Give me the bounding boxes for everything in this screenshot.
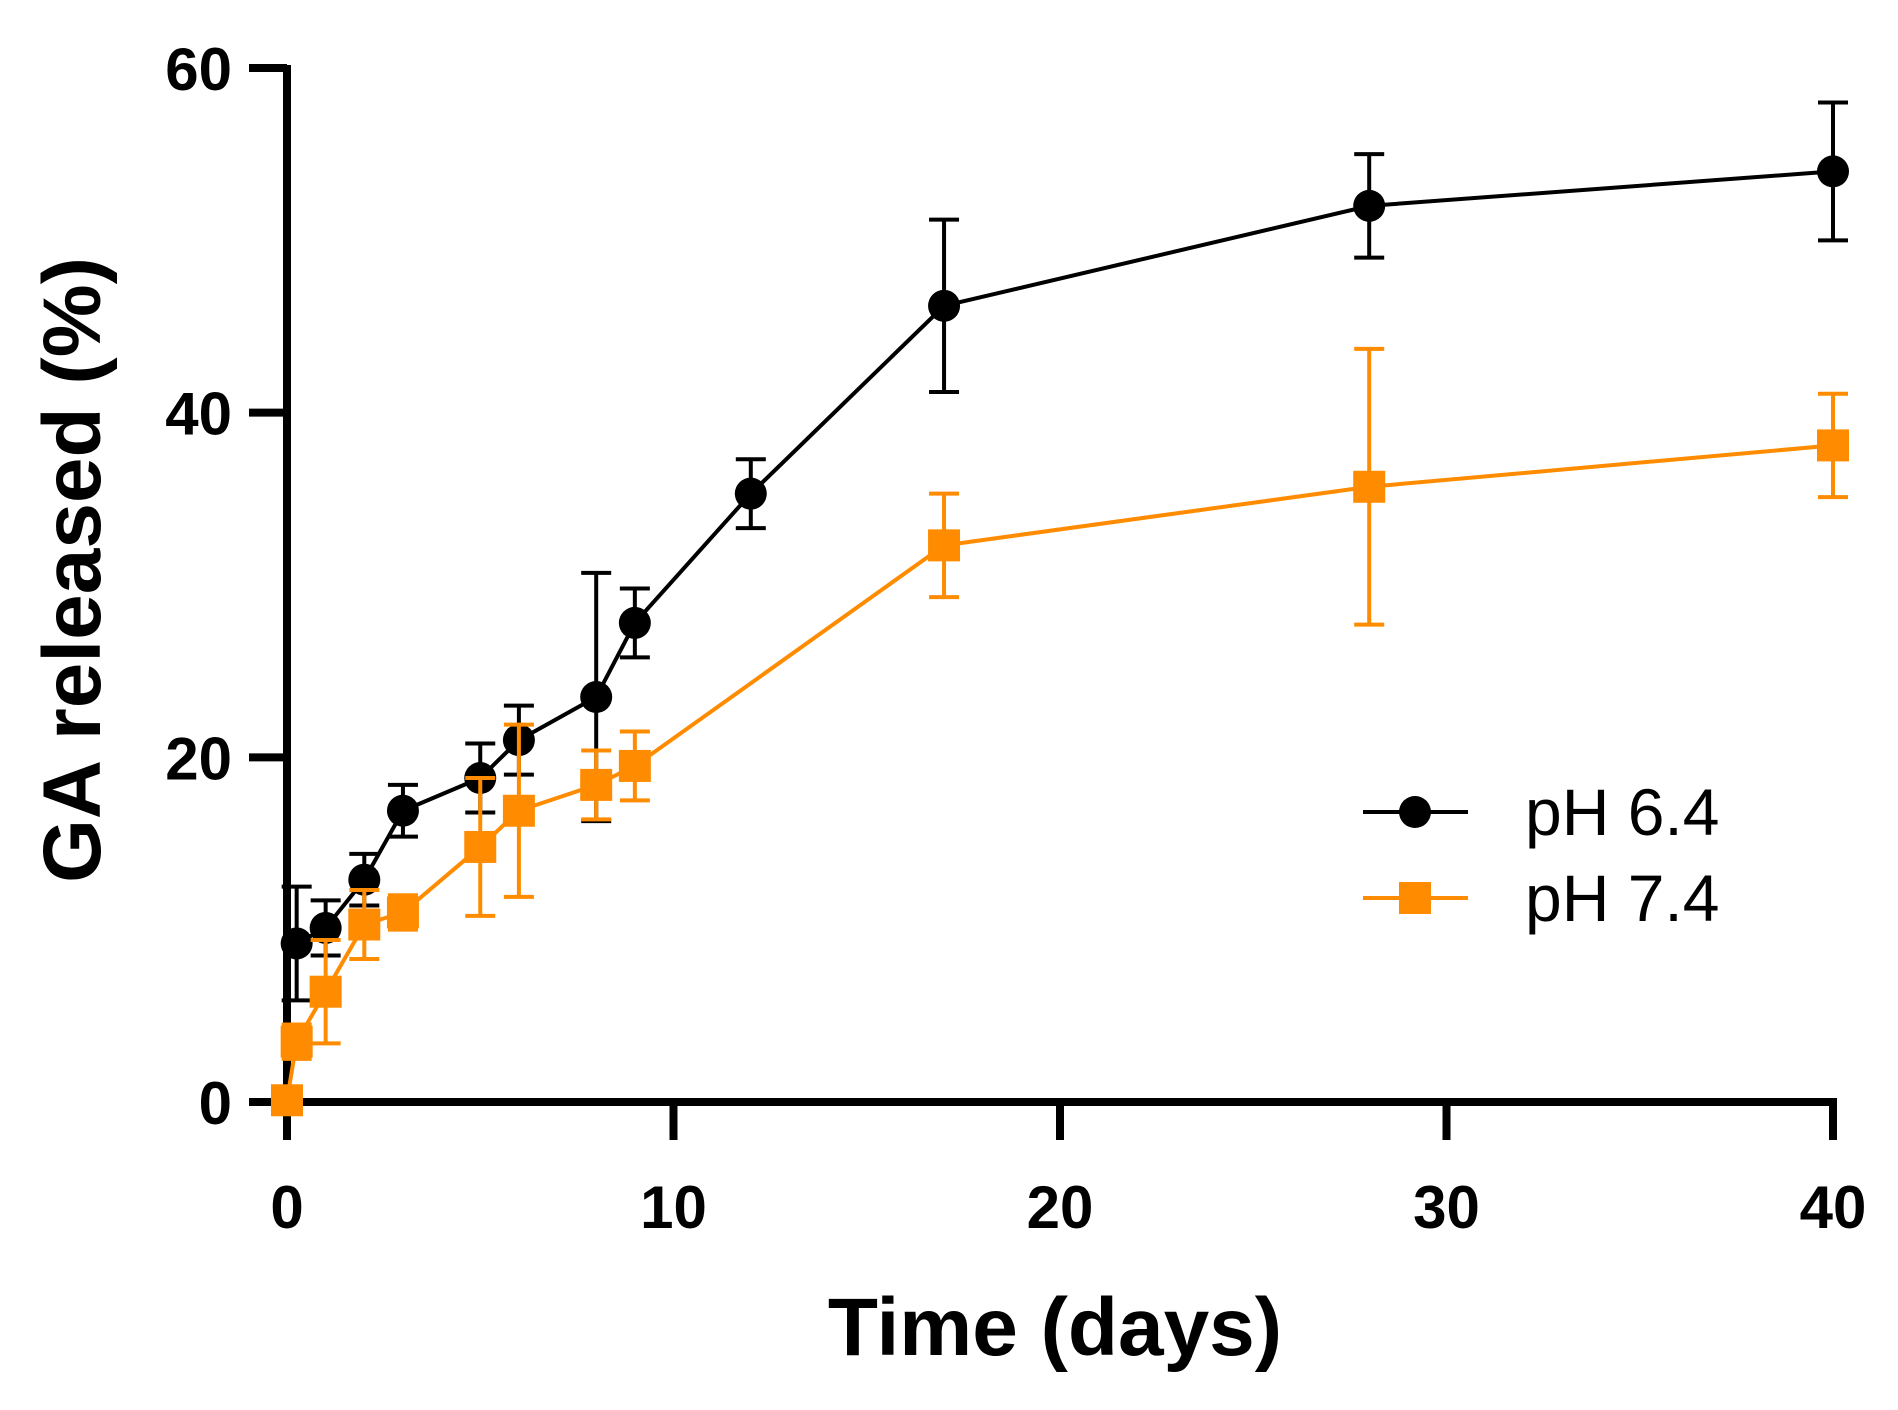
y-tick-label: 40 bbox=[165, 381, 232, 448]
data-point bbox=[1817, 429, 1849, 462]
data-point bbox=[1353, 189, 1386, 222]
y-tick-label: 0 bbox=[199, 1070, 232, 1137]
legend-item: pH 6.4 bbox=[1363, 775, 1719, 849]
data-point bbox=[309, 911, 342, 944]
data-point bbox=[580, 768, 613, 801]
data-point bbox=[618, 749, 651, 782]
data-point bbox=[280, 1025, 313, 1058]
series-layer bbox=[271, 100, 1849, 1117]
x-tick-label: 10 bbox=[640, 1174, 707, 1241]
data-point bbox=[1353, 470, 1386, 503]
data-point bbox=[502, 794, 535, 827]
data-point bbox=[928, 289, 961, 322]
data-point bbox=[618, 606, 651, 639]
data-point bbox=[928, 529, 961, 562]
data-point bbox=[580, 681, 613, 714]
y-axis-title: GA released (%) bbox=[27, 257, 118, 883]
x-tick-label: 40 bbox=[1800, 1174, 1867, 1241]
x-tick-labels: 0 10 20 30 40 bbox=[270, 1174, 1866, 1241]
data-point bbox=[280, 927, 313, 960]
y-tick-labels: 0 20 40 60 bbox=[165, 36, 232, 1137]
legend-item: pH 7.4 bbox=[1363, 861, 1719, 935]
data-point bbox=[271, 1084, 303, 1117]
y-tick-label: 60 bbox=[165, 36, 232, 103]
data-point bbox=[348, 863, 381, 896]
data-point bbox=[1817, 155, 1849, 188]
legend-marker bbox=[1399, 796, 1431, 828]
legend-label: pH 6.4 bbox=[1525, 775, 1719, 849]
series-ph-7-4 bbox=[271, 346, 1849, 1117]
axes bbox=[249, 64, 1837, 1140]
data-point bbox=[309, 975, 342, 1008]
x-tick-label: 30 bbox=[1413, 1174, 1480, 1241]
x-tick-label: 20 bbox=[1027, 1174, 1094, 1241]
data-point bbox=[464, 830, 497, 863]
data-point bbox=[734, 477, 767, 510]
legend: pH 6.4 pH 7.4 bbox=[1363, 775, 1719, 935]
x-axis-title: Time (days) bbox=[828, 1282, 1282, 1373]
legend-label: pH 7.4 bbox=[1525, 861, 1719, 935]
y-tick-label: 20 bbox=[165, 725, 232, 792]
data-point bbox=[348, 908, 381, 941]
x-tick-label: 0 bbox=[270, 1174, 303, 1241]
series-ph-6-4 bbox=[280, 100, 1849, 1003]
data-point bbox=[386, 896, 419, 929]
data-point bbox=[386, 794, 419, 827]
legend-marker bbox=[1399, 882, 1431, 914]
